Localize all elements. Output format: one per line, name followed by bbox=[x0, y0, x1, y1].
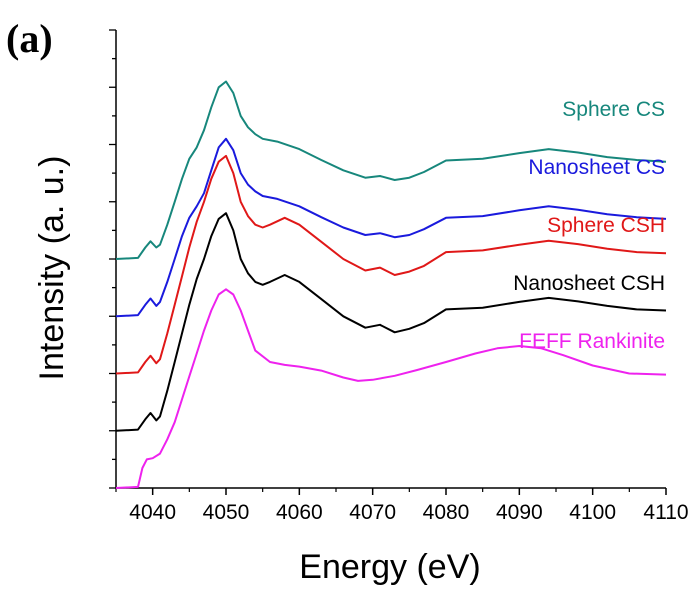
series-label: Nanosheet CS bbox=[528, 156, 665, 179]
panel-label: (a) bbox=[6, 16, 53, 61]
x-tick-label: 4050 bbox=[203, 501, 250, 524]
series-label: Sphere CS bbox=[562, 98, 665, 121]
series-labels: Sphere CS Nanosheet CS Sphere CSH Nanosheet… bbox=[513, 98, 665, 353]
x-tick-label: 4090 bbox=[496, 501, 543, 524]
series-label: FEFF Rankinite bbox=[519, 330, 665, 353]
x-tick-label: 4040 bbox=[129, 501, 176, 524]
series-line-nanosheet-csh bbox=[115, 212, 667, 432]
x-axis-title: Energy (eV) bbox=[299, 548, 480, 586]
series-line-sphere-csh bbox=[115, 154, 667, 375]
x-ticks: 4040 4050 4060 4070 4080 4090 4100 4110 bbox=[115, 488, 689, 524]
series-line-sphere-cs bbox=[115, 80, 667, 260]
series-label: Nanosheet CSH bbox=[513, 272, 665, 295]
x-tick-label: 4100 bbox=[569, 501, 616, 524]
series-label: Sphere CSH bbox=[547, 214, 665, 237]
y-axis-title: Intensity (a. u.) bbox=[33, 156, 71, 381]
y-ticks bbox=[109, 29, 116, 489]
series-line-feff-rankinite bbox=[115, 288, 667, 489]
series-line-nanosheet-cs bbox=[115, 137, 667, 318]
x-tick-label: 4110 bbox=[643, 501, 688, 524]
series-group bbox=[115, 80, 667, 489]
x-tick-label: 4080 bbox=[423, 501, 470, 524]
x-tick-label: 4070 bbox=[349, 501, 396, 524]
x-tick-label: 4060 bbox=[276, 501, 323, 524]
